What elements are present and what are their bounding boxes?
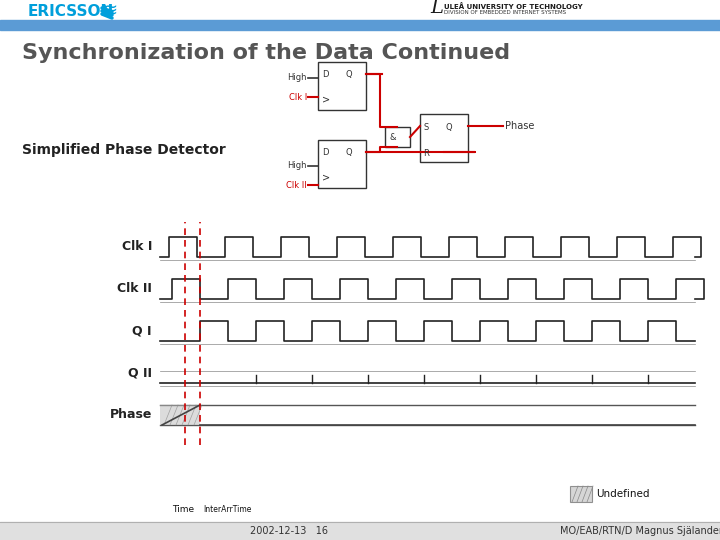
Bar [318, 62, 366, 110]
Text: ≋: ≋ [102, 2, 117, 20]
Text: Q: Q [346, 148, 353, 157]
Text: Clk II: Clk II [287, 180, 307, 190]
Text: Phase: Phase [505, 121, 534, 131]
Text: DIVISION OF EMBEDDED INTERNET SYSTEMS: DIVISION OF EMBEDDED INTERNET SYSTEMS [444, 10, 566, 16]
Text: InterArrTime: InterArrTime [203, 505, 251, 515]
Text: Time: Time [172, 505, 194, 515]
Text: ULEÅ UNIVERSITY OF TECHNOLOGY: ULEÅ UNIVERSITY OF TECHNOLOGY [444, 4, 582, 10]
Text: Q I: Q I [132, 325, 152, 338]
Bar [420, 114, 468, 162]
Bar [0, 20, 720, 30]
Text: Phase: Phase [109, 408, 152, 422]
Text: >: > [322, 173, 330, 183]
Text: Q II: Q II [128, 367, 152, 380]
Text: D: D [322, 70, 328, 79]
Text: 2002-12-13   16: 2002-12-13 16 [250, 526, 328, 536]
Text: Synchronization of the Data Continued: Synchronization of the Data Continued [22, 43, 510, 63]
Text: Simplified Phase Detector: Simplified Phase Detector [22, 143, 226, 157]
Text: Clk I: Clk I [289, 92, 307, 102]
Bar [160, 405, 200, 425]
Text: R: R [423, 148, 429, 158]
Text: High: High [287, 161, 307, 171]
Bar [0, 522, 720, 540]
Text: &: & [390, 132, 397, 141]
Text: Undefined: Undefined [596, 489, 649, 499]
Text: L: L [430, 0, 443, 17]
Bar [318, 140, 366, 188]
Bar [385, 127, 410, 147]
Text: Q: Q [346, 70, 353, 79]
Text: High: High [287, 73, 307, 83]
Text: D: D [322, 148, 328, 157]
Text: >: > [322, 95, 330, 105]
Text: Clk I: Clk I [122, 240, 152, 253]
Text: Clk II: Clk II [117, 282, 152, 295]
Text: ERICSSON: ERICSSON [28, 4, 114, 19]
Text: Q: Q [445, 123, 451, 132]
Text: MO/EAB/RTN/D Magnus Själander: MO/EAB/RTN/D Magnus Själander [560, 526, 720, 536]
Text: S: S [423, 123, 428, 132]
Bar [570, 486, 592, 502]
